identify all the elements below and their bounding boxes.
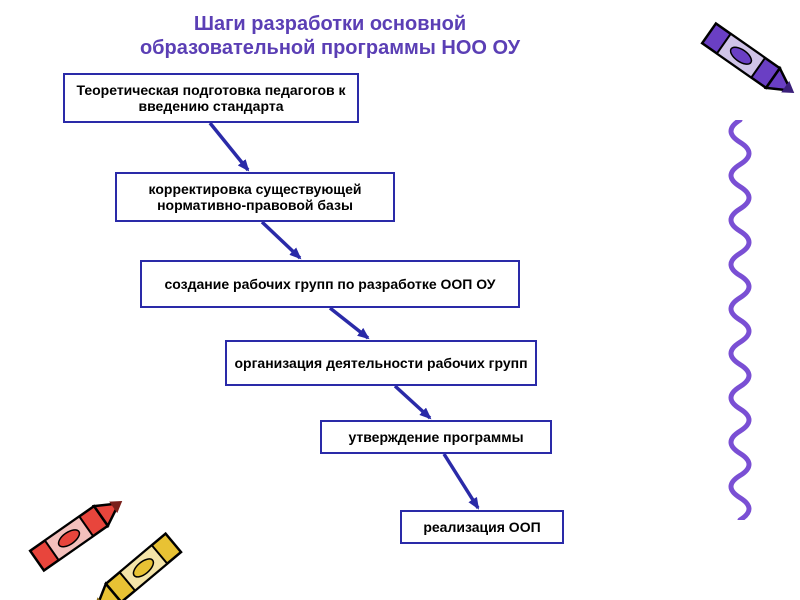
- flowchart-step-5: утверждение программы: [320, 420, 552, 454]
- step-label: организация деятельности рабочих групп: [234, 355, 527, 371]
- step-label: реализация ООП: [423, 519, 540, 535]
- step-label: Теоретическая подготовка педагогов к вве…: [71, 82, 351, 114]
- flowchart-step-4: организация деятельности рабочих групп: [225, 340, 537, 386]
- flowchart-step-6: реализация ООП: [400, 510, 564, 544]
- title-line1: Шаги разработки основной: [194, 13, 466, 35]
- crayon-icon: [75, 515, 195, 600]
- flowchart-step-3: создание рабочих групп по разработке ООП…: [140, 260, 520, 308]
- crayon-icon: [690, 2, 800, 122]
- step-label: корректировка существующей нормативно-пр…: [123, 181, 387, 213]
- step-label: утверждение программы: [348, 429, 523, 445]
- title-line2: образовательной программы НОО ОУ: [140, 37, 520, 59]
- page-title: Шаги разработки основной образовательной…: [0, 12, 660, 60]
- flowchart-step-1: Теоретическая подготовка педагогов к вве…: [63, 73, 359, 123]
- flowchart-step-2: корректировка существующей нормативно-пр…: [115, 172, 395, 222]
- squiggle-icon: [700, 120, 780, 520]
- step-label: создание рабочих групп по разработке ООП…: [165, 276, 496, 292]
